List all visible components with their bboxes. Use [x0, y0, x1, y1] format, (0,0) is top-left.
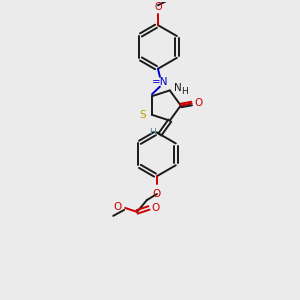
Text: H: H: [149, 128, 156, 137]
Text: O: O: [154, 2, 162, 12]
Text: O: O: [195, 98, 203, 107]
Text: S: S: [140, 110, 146, 120]
Text: O: O: [151, 203, 159, 213]
Text: O: O: [153, 189, 161, 199]
Text: =N: =N: [152, 77, 168, 87]
Text: N: N: [174, 83, 182, 93]
Text: O: O: [113, 202, 121, 212]
Text: H: H: [181, 87, 188, 96]
